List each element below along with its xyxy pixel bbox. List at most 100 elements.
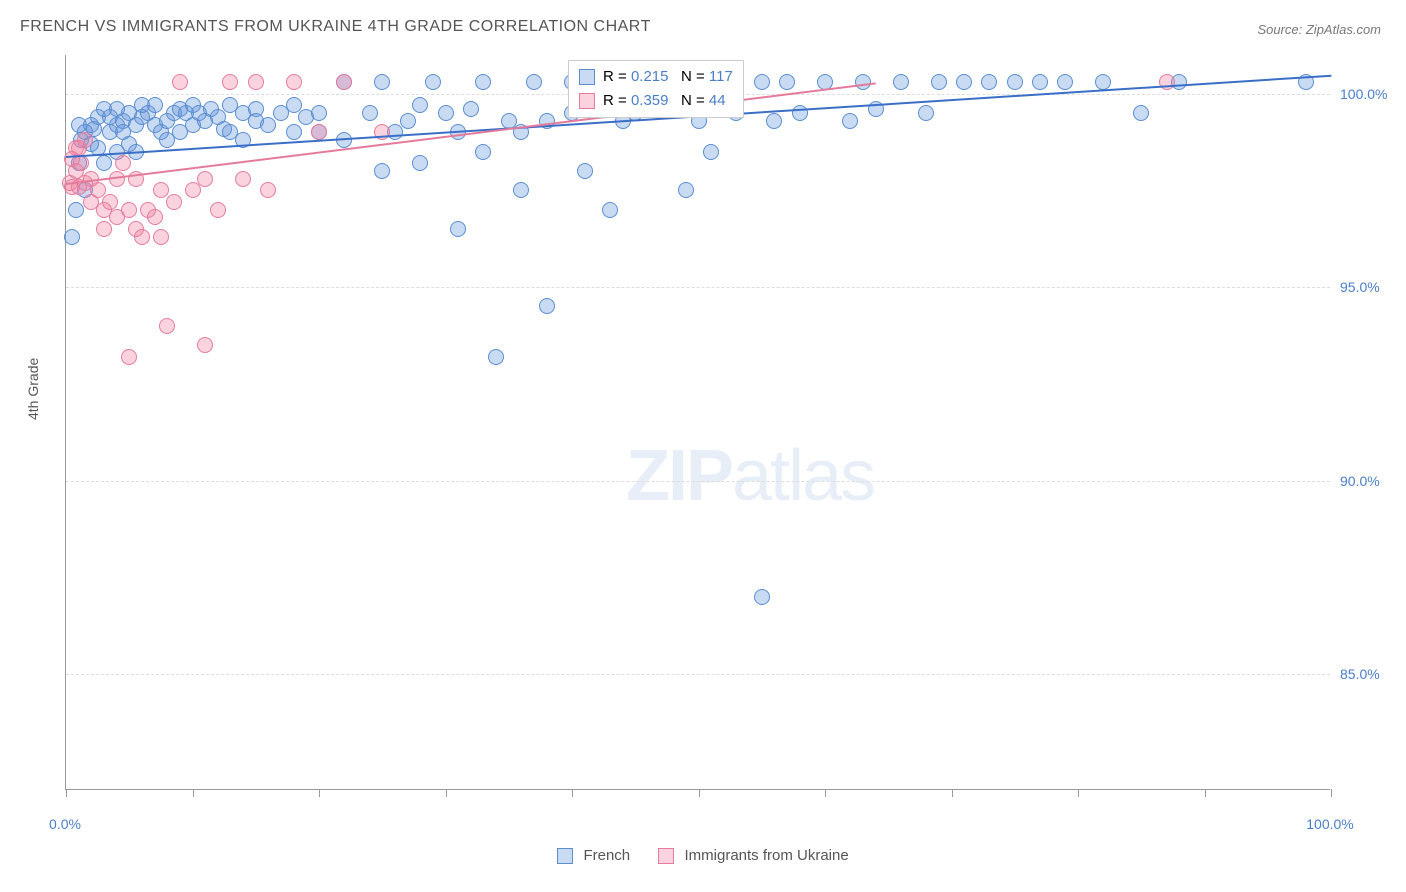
scatter-point — [577, 163, 593, 179]
scatter-point — [475, 74, 491, 90]
source-label: Source: ZipAtlas.com — [1257, 22, 1381, 37]
watermark: ZIPatlas — [626, 435, 874, 517]
x-tick — [1078, 789, 1079, 797]
correlation-legend: R = 0.215 N = 117R = 0.359 N = 44 — [568, 60, 744, 118]
scatter-point — [412, 97, 428, 113]
scatter-point — [147, 209, 163, 225]
x-tick — [699, 789, 700, 797]
scatter-point — [197, 171, 213, 187]
scatter-point — [475, 144, 491, 160]
x-tick — [572, 789, 573, 797]
scatter-point — [185, 182, 201, 198]
scatter-point — [73, 155, 89, 171]
scatter-point — [792, 105, 808, 121]
legend-item-french: French — [557, 847, 634, 864]
scatter-point — [678, 182, 694, 198]
scatter-point — [222, 74, 238, 90]
scatter-point — [754, 74, 770, 90]
scatter-point — [336, 74, 352, 90]
scatter-point — [981, 74, 997, 90]
legend-item-ukraine: Immigrants from Ukraine — [658, 847, 848, 864]
scatter-point — [1133, 105, 1149, 121]
scatter-point — [842, 113, 858, 129]
scatter-point — [374, 74, 390, 90]
scatter-point — [197, 337, 213, 353]
scatter-point — [96, 221, 112, 237]
series-legend: French Immigrants from Ukraine — [0, 847, 1406, 864]
scatter-point — [102, 194, 118, 210]
scatter-point — [134, 229, 150, 245]
scatter-point — [68, 202, 84, 218]
x-tick — [1331, 789, 1332, 797]
scatter-point — [400, 113, 416, 129]
scatter-point — [539, 298, 555, 314]
x-tick — [66, 789, 67, 797]
scatter-point — [96, 155, 112, 171]
scatter-point — [362, 105, 378, 121]
scatter-point — [260, 117, 276, 133]
scatter-point — [412, 155, 428, 171]
x-tick — [825, 789, 826, 797]
gridline — [66, 481, 1330, 482]
x-tick — [319, 789, 320, 797]
scatter-point — [260, 182, 276, 198]
gridline — [66, 674, 1330, 675]
chart-title: FRENCH VS IMMIGRANTS FROM UKRAINE 4TH GR… — [20, 18, 651, 36]
scatter-point — [956, 74, 972, 90]
scatter-point — [159, 318, 175, 334]
x-label-left: 0.0% — [49, 816, 81, 832]
scatter-point — [248, 74, 264, 90]
scatter-point — [779, 74, 795, 90]
scatter-point — [311, 105, 327, 121]
x-tick — [193, 789, 194, 797]
scatter-point — [235, 171, 251, 187]
scatter-point — [602, 202, 618, 218]
x-label-right: 100.0% — [1306, 816, 1353, 832]
scatter-point — [754, 589, 770, 605]
scatter-point — [166, 194, 182, 210]
scatter-point — [1032, 74, 1048, 90]
y-tick-label: 100.0% — [1340, 86, 1400, 102]
correlation-swatch — [579, 69, 595, 85]
scatter-point — [121, 202, 137, 218]
scatter-point — [210, 202, 226, 218]
scatter-point — [121, 349, 137, 365]
scatter-point — [147, 97, 163, 113]
y-tick-label: 90.0% — [1340, 473, 1400, 489]
scatter-point — [115, 155, 131, 171]
correlation-row: R = 0.215 N = 117 — [579, 65, 733, 89]
scatter-point — [463, 101, 479, 117]
y-tick-label: 95.0% — [1340, 279, 1400, 295]
swatch-french — [557, 848, 573, 864]
scatter-point — [77, 132, 93, 148]
scatter-point — [766, 113, 782, 129]
scatter-point — [488, 349, 504, 365]
scatter-point — [893, 74, 909, 90]
x-tick — [952, 789, 953, 797]
scatter-point — [311, 124, 327, 140]
scatter-point — [153, 229, 169, 245]
scatter-point — [918, 105, 934, 121]
scatter-point — [526, 74, 542, 90]
scatter-point — [374, 163, 390, 179]
scatter-point — [1057, 74, 1073, 90]
scatter-point — [1007, 74, 1023, 90]
scatter-point — [855, 74, 871, 90]
scatter-point — [931, 74, 947, 90]
scatter-point — [513, 182, 529, 198]
x-tick — [446, 789, 447, 797]
x-tick — [1205, 789, 1206, 797]
correlation-row: R = 0.359 N = 44 — [579, 89, 733, 113]
scatter-point — [286, 124, 302, 140]
swatch-ukraine — [658, 848, 674, 864]
scatter-point — [450, 221, 466, 237]
scatter-point — [1095, 74, 1111, 90]
y-tick-label: 85.0% — [1340, 666, 1400, 682]
correlation-swatch — [579, 93, 595, 109]
scatter-point — [64, 229, 80, 245]
scatter-point — [703, 144, 719, 160]
scatter-point — [286, 74, 302, 90]
scatter-point — [425, 74, 441, 90]
chart-plot-area: ZIPatlas 85.0%90.0%95.0%100.0% — [65, 55, 1330, 790]
scatter-point — [172, 74, 188, 90]
